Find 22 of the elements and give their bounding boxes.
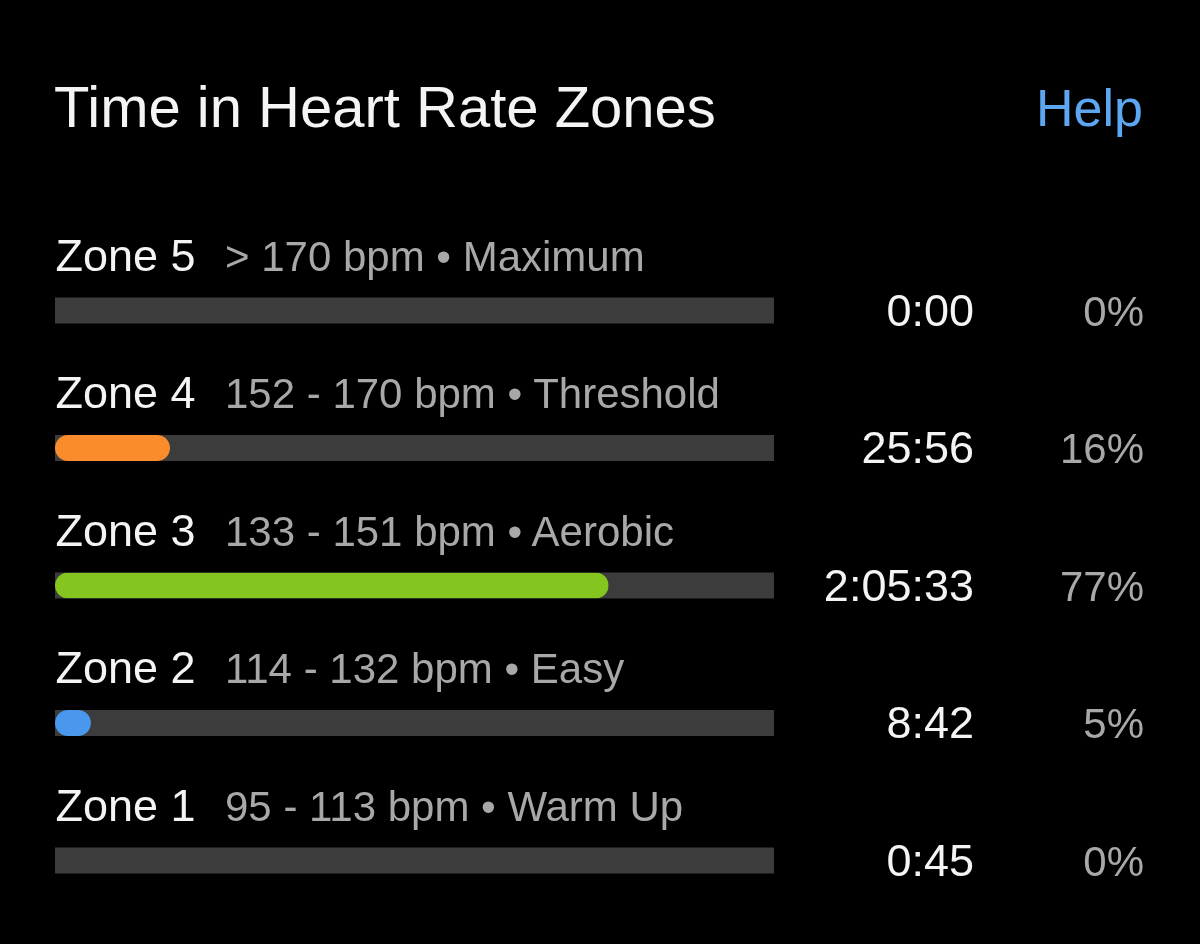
y-tick-label: Zone 2 xyxy=(55,642,196,693)
y-tick-label: Zone 5 xyxy=(55,229,196,281)
text: 0:00 xyxy=(886,284,974,336)
annotation: 133 - 151 bpm • Aerobic xyxy=(225,507,674,555)
data-label: 0% xyxy=(1083,287,1144,335)
data-label: 0% xyxy=(1083,837,1144,885)
text: Help xyxy=(1036,79,1143,137)
text: 8:42 xyxy=(886,697,974,748)
y-tick-label: Zone 3 xyxy=(55,504,196,556)
data-label: 16% xyxy=(1059,425,1144,472)
annotation: 95 - 113 bpm • Warm Up xyxy=(225,782,684,830)
y-tick-label: Zone 1 xyxy=(55,779,196,831)
data-label: 5% xyxy=(1083,700,1144,747)
data-label: 77% xyxy=(1059,562,1144,610)
chart-title: Time in Heart Rate Zones xyxy=(54,74,716,139)
text: 25:56 xyxy=(861,422,974,473)
annotation: 114 - 132 bpm • Easy xyxy=(225,645,625,692)
y-tick-label: Zone 4 xyxy=(55,367,196,418)
annotation: 152 - 170 bpm • Threshold xyxy=(225,370,720,417)
annotation: > 170 bpm • Maximum xyxy=(225,232,645,280)
text: 0:45 xyxy=(886,834,974,886)
text: 2:05:33 xyxy=(823,559,974,611)
